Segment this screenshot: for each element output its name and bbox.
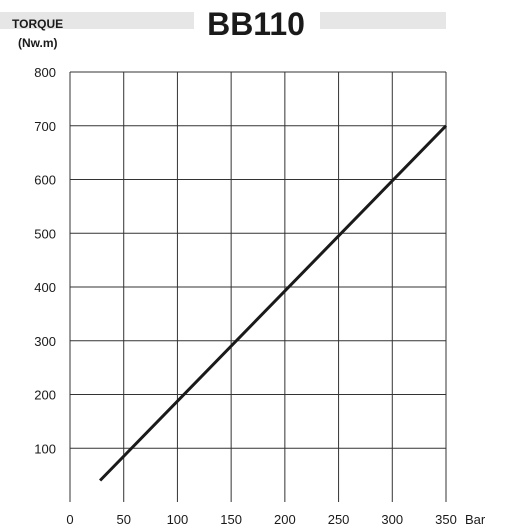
y-tick-label-500: 500 (34, 226, 56, 241)
x-tick-label-150: 150 (220, 512, 242, 527)
x-axis-label: Bar (465, 512, 486, 527)
series-layer (99, 124, 448, 482)
x-tick-label-0: 0 (66, 512, 73, 527)
y-tick-label-700: 700 (34, 119, 56, 134)
tick-labels: 0 50 100 150 200 250 300 350 100 200 300 400 500 600 7… (34, 65, 457, 527)
x-tick-label-100: 100 (167, 512, 189, 527)
y-tick-label-300: 300 (34, 334, 56, 349)
y-tick-label-200: 200 (34, 388, 56, 403)
x-tick-label-50: 50 (116, 512, 130, 527)
x-tick-label-250: 250 (328, 512, 350, 527)
y-axis-label-line-1: TORQUE (12, 17, 63, 31)
y-tick-label-800: 800 (34, 65, 56, 80)
x-tick-label-350: 350 (435, 512, 457, 527)
title-backdrop (194, 4, 320, 38)
y-tick-label-400: 400 (34, 280, 56, 295)
x-tick-label-300: 300 (381, 512, 403, 527)
chart-title: BB110 (207, 6, 305, 42)
y-tick-label-600: 600 (34, 173, 56, 188)
torque-series-line-0 (99, 124, 448, 482)
y-tick-label-100: 100 (34, 441, 56, 456)
y-axis-label-line-2: (Nw.m) (18, 36, 58, 50)
x-tick-label-200: 200 (274, 512, 296, 527)
grid-layer (69, 71, 447, 502)
